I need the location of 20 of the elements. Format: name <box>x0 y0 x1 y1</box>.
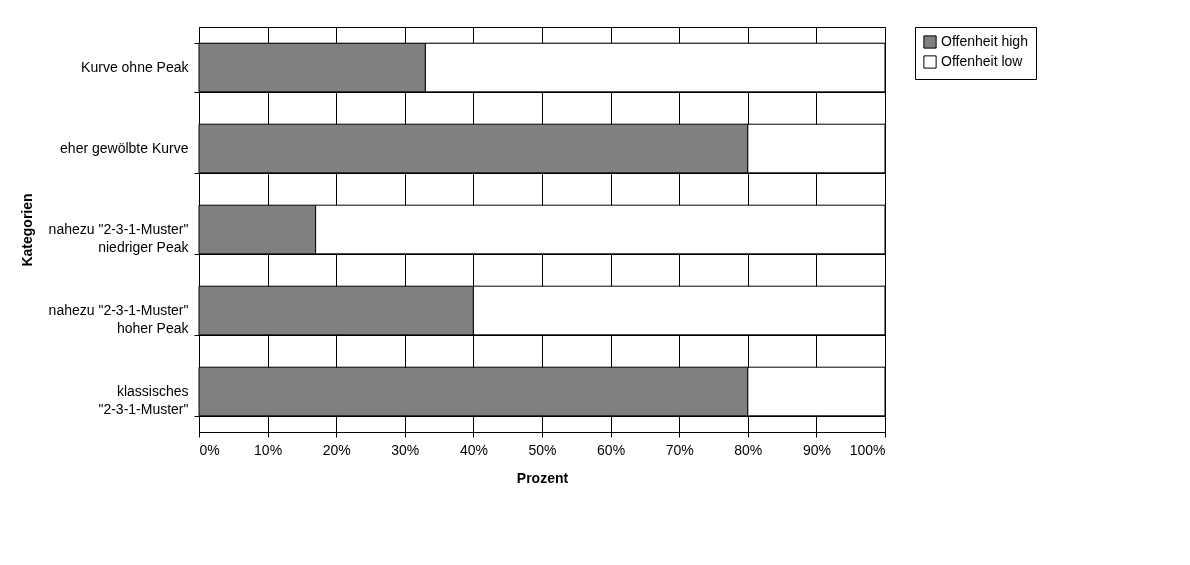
x-tick-label: 80% <box>734 441 763 458</box>
x-tick-label: 60% <box>597 441 626 458</box>
x-tick-label: 90% <box>802 441 831 458</box>
y-tick-label: nahezu "2-3-1-Muster" niedriger Peak <box>48 221 190 255</box>
y-tick-label: nahezu "2-3-1-Muster" hoher Peak <box>48 302 190 336</box>
legend-label: Offenheit low <box>941 53 1024 69</box>
x-axis-title: Prozent <box>516 469 569 486</box>
x-tick-label: 70% <box>665 441 694 458</box>
x-tick-label: 10% <box>254 441 283 458</box>
legend-label: Offenheit high <box>941 33 1028 49</box>
x-tick-label: 40% <box>459 441 488 458</box>
y-tick-label: eher gewölbte Kurve <box>60 140 189 156</box>
x-tick-label: 0% <box>199 441 220 458</box>
x-tick-label: 30% <box>391 441 420 458</box>
x-tick-label: 50% <box>528 441 557 458</box>
x-tick-label: 20% <box>322 441 351 458</box>
y-tick-label: klassisches "2-3-1-Muster" <box>98 383 189 417</box>
y-tick-label: Kurve ohne Peak <box>81 59 190 75</box>
x-tick-label: 100% <box>849 441 886 458</box>
y-axis-title: Kategorien <box>18 193 35 267</box>
